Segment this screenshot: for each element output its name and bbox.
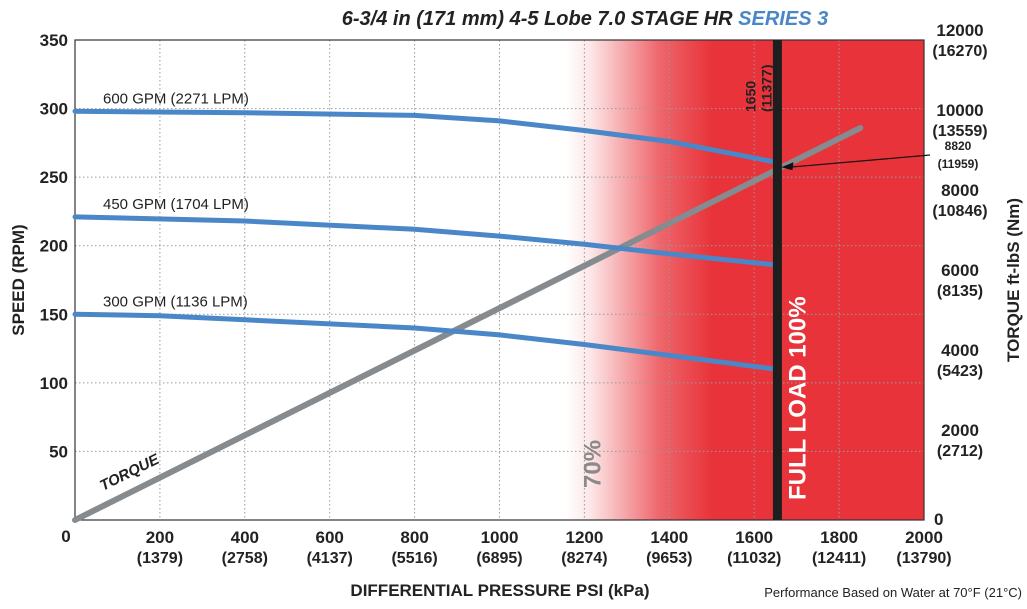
speed-curve bbox=[72, 214, 778, 268]
y2-tick-sublabel: (2712) bbox=[937, 443, 983, 460]
full-load-zone bbox=[775, 40, 924, 520]
y-tick-label: 100 bbox=[40, 374, 68, 393]
chart-title: 6-3/4 in (171 mm) 4-5 Lobe 7.0 STAGE HR … bbox=[342, 8, 828, 30]
torque-line-label: TORQUE bbox=[97, 450, 163, 494]
y2-tick-label: 12000 bbox=[936, 21, 983, 40]
x-tick-label: 1000 bbox=[481, 528, 519, 547]
chart-title-series: SERIES 3 bbox=[738, 8, 828, 30]
x-tick-label: 1600 bbox=[735, 528, 773, 547]
y-tick-label: 300 bbox=[40, 100, 68, 119]
plot-frame bbox=[74, 39, 925, 521]
y2-axis-title: TORQUE ft-lbS (Nm) bbox=[1004, 198, 1023, 362]
y-tick-label: 200 bbox=[40, 237, 68, 256]
y-tick-label: 50 bbox=[49, 442, 68, 461]
x-tick-label: 1200 bbox=[565, 528, 603, 547]
y2-tick-label: 10000 bbox=[936, 101, 983, 120]
x-tick-sublabel: (12411) bbox=[812, 550, 866, 567]
y2-tick-sublabel: (13559) bbox=[932, 123, 987, 140]
speed-curve bbox=[72, 108, 778, 165]
y2-tick-label: 6000 bbox=[941, 261, 979, 280]
annotation-value-label: 8820 bbox=[945, 139, 972, 153]
y2-tick-label: 4000 bbox=[941, 341, 979, 360]
torque-line bbox=[72, 125, 864, 523]
annotation-arrowhead bbox=[781, 162, 794, 171]
x-tick-sublabel: (4137) bbox=[307, 550, 353, 567]
x-tick-label: 200 bbox=[146, 528, 174, 547]
speed-curve-label: 300 GPM (1136 LPM) bbox=[103, 293, 248, 310]
x-tick-sublabel: (6895) bbox=[476, 550, 522, 567]
footnote: Performance Based on Water at 70°F (21°C… bbox=[764, 585, 1022, 600]
speed-curve-label: 450 GPM (1704 LPM) bbox=[103, 196, 249, 213]
y2-tick-sublabel: (16270) bbox=[932, 43, 987, 60]
y-axis-title: SPEED (RPM) bbox=[9, 224, 28, 335]
y-tick-label: 350 bbox=[40, 31, 68, 50]
x-tick-sublabel: (1379) bbox=[137, 550, 183, 567]
x-tick-label: 800 bbox=[400, 528, 428, 547]
annotation-leader-line bbox=[789, 154, 931, 168]
y2-tick-label: 8000 bbox=[941, 181, 979, 200]
speed-curves bbox=[72, 108, 778, 372]
full-load-label: FULL LOAD 100% bbox=[784, 296, 811, 500]
loading-zone-gradient bbox=[565, 40, 776, 520]
x-tick-label: 0 bbox=[61, 527, 70, 546]
annotation-sub-label: (11959) bbox=[938, 157, 979, 171]
y2-tick-sublabel: (5423) bbox=[937, 363, 983, 380]
speed-curve bbox=[72, 311, 778, 372]
full-load-psi-label: 1650 bbox=[742, 81, 758, 112]
x-tick-sublabel: (13790) bbox=[896, 550, 951, 567]
x-tick-sublabel: (9653) bbox=[646, 550, 692, 567]
x-tick-label: 1400 bbox=[650, 528, 688, 547]
x-axis-title: DIFFERENTIAL PRESSURE PSI (kPa) bbox=[350, 581, 649, 600]
x-tick-label: 400 bbox=[231, 528, 259, 547]
x-tick-sublabel: (5516) bbox=[391, 550, 437, 567]
y-tick-label: 250 bbox=[40, 168, 68, 187]
y2-tick-label: 2000 bbox=[941, 421, 979, 440]
seventy-percent-label: 70% bbox=[579, 440, 606, 488]
x-tick-sublabel: (8274) bbox=[561, 550, 607, 567]
x-tick-label: 600 bbox=[316, 528, 344, 547]
full-load-kpa-label: (11377) bbox=[758, 65, 774, 112]
chart-labels: 600 GPM (2271 LPM) 450 GPM (1704 LPM) 300 … bbox=[40, 21, 988, 567]
y-tick-label: 150 bbox=[40, 305, 68, 324]
y2-tick-label: 0 bbox=[934, 510, 943, 529]
speed-curve-label: 600 GPM (2271 LPM) bbox=[103, 90, 249, 107]
x-tick-sublabel: (11032) bbox=[727, 550, 781, 567]
chart-title-main: 6-3/4 in (171 mm) 4-5 Lobe 7.0 STAGE HR bbox=[342, 8, 738, 30]
y2-tick-sublabel: (8135) bbox=[937, 283, 983, 300]
y2-tick-sublabel: (10846) bbox=[932, 203, 987, 220]
x-tick-sublabel: (2758) bbox=[222, 550, 268, 567]
x-tick-label: 2000 bbox=[905, 528, 943, 547]
x-tick-label: 1800 bbox=[820, 528, 858, 547]
